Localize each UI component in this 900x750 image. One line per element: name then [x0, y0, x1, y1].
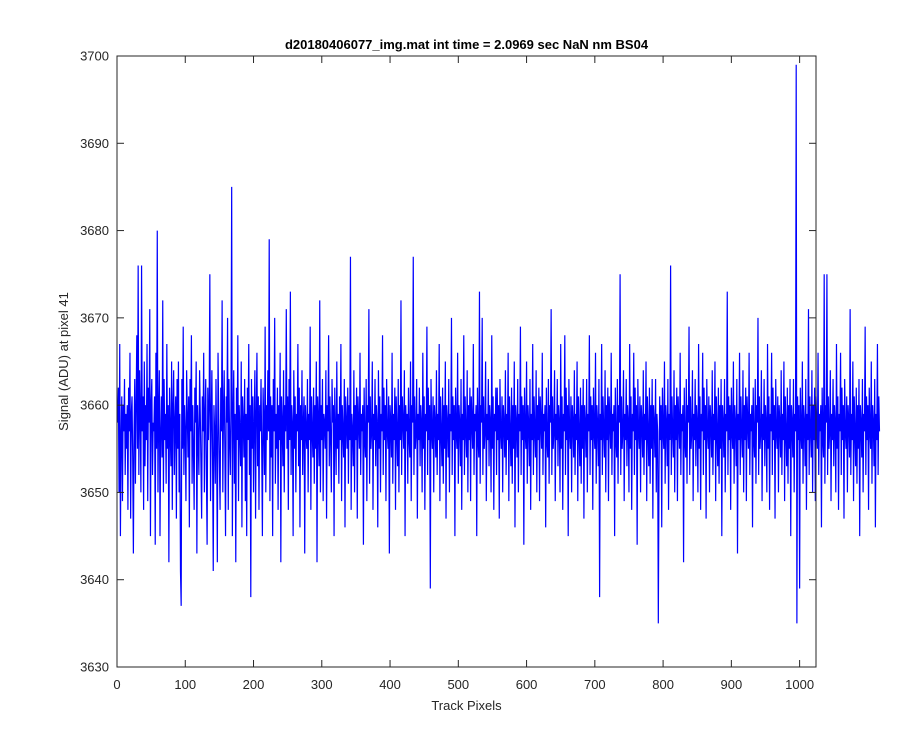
- x-tick-label: 500: [447, 677, 469, 692]
- y-tick-label: 3660: [80, 398, 109, 413]
- series-layer: [117, 64, 881, 624]
- plot-area: [117, 56, 816, 667]
- x-axis-label: Track Pixels: [431, 698, 502, 713]
- y-tick-label: 3630: [80, 660, 109, 675]
- x-tick-label: 200: [243, 677, 265, 692]
- x-tick-label: 700: [584, 677, 606, 692]
- x-tick-label: 600: [516, 677, 538, 692]
- y-axis: 3630 3640 3650 3660 3670 3680 3690 3700: [80, 49, 816, 675]
- y-tick-label: 3700: [80, 49, 109, 64]
- x-tick-label: 400: [379, 677, 401, 692]
- y-axis-label: Signal (ADU) at pixel 41: [56, 292, 71, 431]
- series-line: [117, 64, 881, 624]
- y-tick-label: 3650: [80, 485, 109, 500]
- y-tick-label: 3690: [80, 136, 109, 151]
- plot-frame: [116, 55, 817, 668]
- x-tick-label: 100: [174, 677, 196, 692]
- chart-title: d20180406077_img.mat int time = 2.0969 s…: [285, 37, 649, 52]
- x-tick-label: 900: [721, 677, 743, 692]
- y-tick-label: 3640: [80, 572, 109, 587]
- y-tick-label: 3680: [80, 223, 109, 238]
- x-axis: 0 100 200 300 400 500 600 700 800 900 1000: [113, 56, 814, 692]
- x-tick-label: 1000: [785, 677, 814, 692]
- x-tick-label: 0: [113, 677, 120, 692]
- x-tick-label: 800: [652, 677, 674, 692]
- y-tick-label: 3670: [80, 310, 109, 325]
- x-tick-label: 300: [311, 677, 333, 692]
